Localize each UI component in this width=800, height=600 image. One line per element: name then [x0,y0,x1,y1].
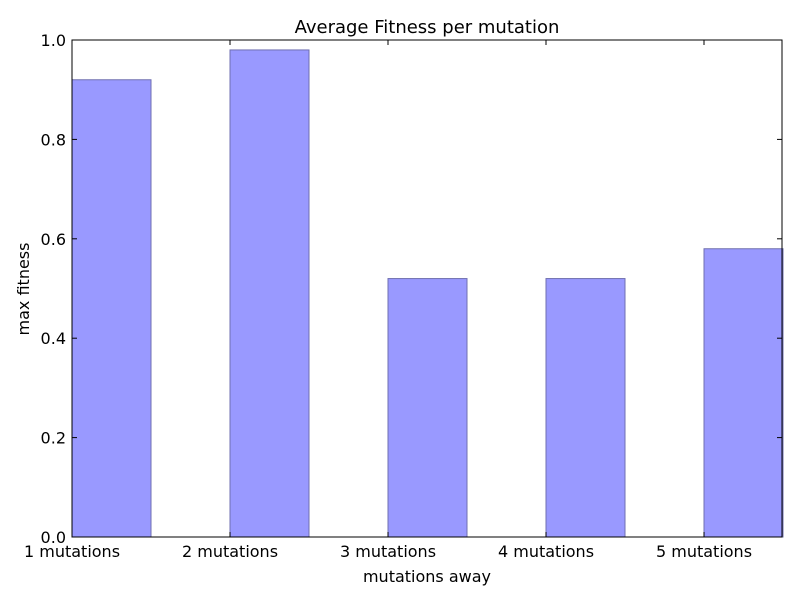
bars [71,49,784,538]
y-tick-label-0.4: 0.4 [41,329,66,348]
bar-4 [545,278,626,538]
bar-3 [387,278,468,538]
x-tick-labels: 1 mutations 2 mutations 3 mutations 4 mutat… [24,542,752,561]
bar-1 [71,79,152,538]
x-tick-label-1: 1 mutations [24,542,120,561]
x-axis-label: mutations away [363,567,491,586]
x-tick-label-5: 5 mutations [656,542,752,561]
x-tick-label-4: 4 mutations [498,542,594,561]
y-tick-label-1.0: 1.0 [41,31,66,50]
bar-2 [229,49,310,538]
y-tick-label-0.6: 0.6 [41,230,66,249]
x-tick-label-3: 3 mutations [340,542,436,561]
bar-5 [703,248,784,538]
y-tick-label-0.0: 0.0 [41,528,66,547]
y-tick-labels: 0.0 0.2 0.4 0.6 0.8 1.0 [41,31,66,547]
y-axis-label: max fitness [14,243,33,336]
y-tick-label-0.2: 0.2 [41,429,66,448]
y-tick-label-0.8: 0.8 [41,130,66,149]
x-tick-label-2: 2 mutations [182,542,278,561]
plot-frame [71,39,783,538]
chart-title: Average Fitness per mutation [295,17,560,38]
